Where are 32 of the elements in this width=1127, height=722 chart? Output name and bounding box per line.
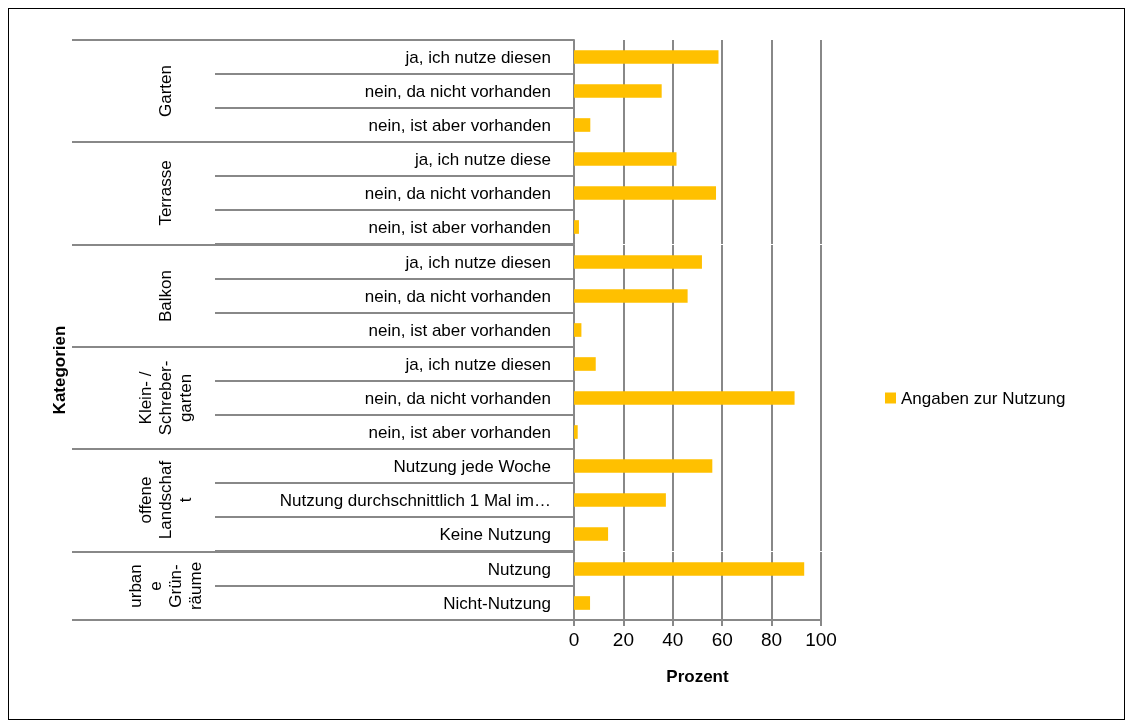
y-axis-title: Balkon xyxy=(155,269,175,322)
legend-label: Angaben zur Nutzung xyxy=(901,388,1066,408)
y-tick-label: nein, ist aber vorhanden xyxy=(368,422,551,442)
x-tick-label: 60 xyxy=(711,628,733,650)
x-tick-label: 40 xyxy=(662,628,684,650)
y-tick-label: Nicht-Nutzung xyxy=(443,593,551,613)
y-tick-label: ja, ich nutze diesen xyxy=(404,354,551,374)
x-axis-title: Prozent xyxy=(666,666,730,686)
y-tick-label: ja, ich nutze diese xyxy=(413,149,551,169)
x-tick-label: 100 xyxy=(805,628,837,650)
y-tick-label: nein, ist aber vorhanden xyxy=(368,320,551,340)
y-tick-label: nein, da nicht vorhanden xyxy=(364,388,551,408)
x-tick-label: 20 xyxy=(612,628,634,650)
y-tick-label: nein, da nicht vorhanden xyxy=(364,81,551,101)
y-tick-label: ja, ich nutze diesen xyxy=(404,252,551,272)
x-tick-label: 0 xyxy=(568,628,580,650)
y-tick-label: Nutzung xyxy=(487,559,551,579)
y-tick-label: ja, ich nutze diesen xyxy=(404,47,551,67)
y-tick-label: nein, da nicht vorhanden xyxy=(364,286,551,306)
y-tick-label: nein, ist aber vorhanden xyxy=(368,217,551,237)
x-tick-label: 80 xyxy=(761,628,783,650)
y-tick-label: Nutzung durchschnittlich 1 Mal im… xyxy=(279,490,551,510)
text: Kategorien xyxy=(50,325,70,415)
y-axis-title: Klein- / Schreber- garten xyxy=(135,360,195,436)
y-axis-title: Garten xyxy=(155,65,175,117)
y-tick-label: Nutzung jede Woche xyxy=(393,456,551,476)
y-tick-label: nein, ist aber vorhanden xyxy=(368,115,551,135)
y-tick-label: Keine Nutzung xyxy=(439,524,551,544)
y-axis-title: urban e Grün- räume xyxy=(125,561,205,610)
y-axis-title: Terrasse xyxy=(155,160,175,226)
y-tick-label: nein, da nicht vorhanden xyxy=(364,183,551,203)
y-axis-title: offene Landschaf t xyxy=(135,460,195,540)
